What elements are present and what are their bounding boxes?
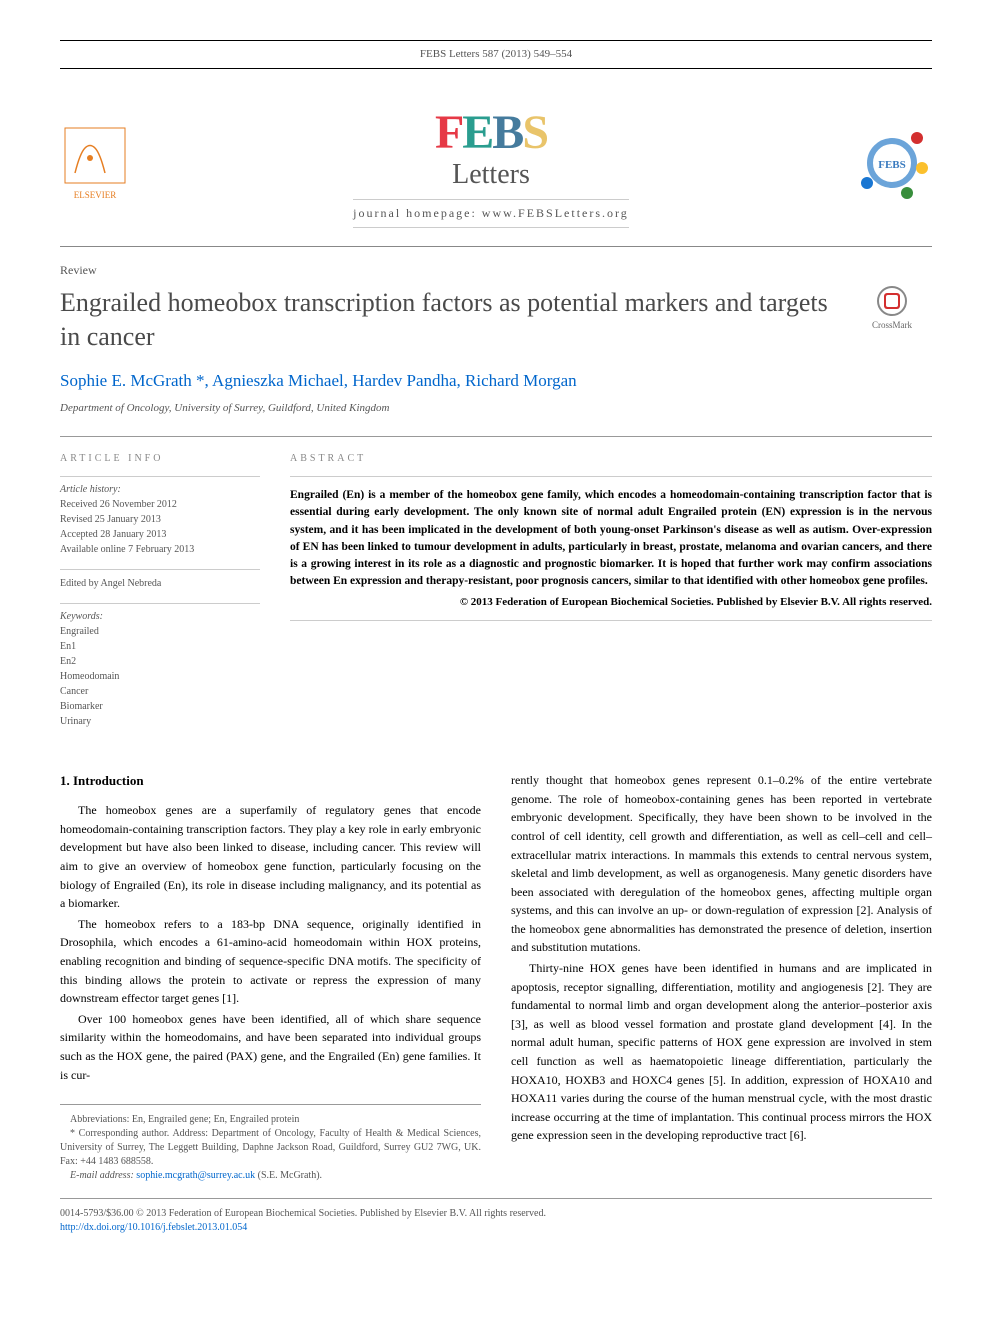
- abstract-text: Engrailed (En) is a member of the homeob…: [290, 476, 932, 621]
- citation-header: FEBS Letters 587 (2013) 549–554: [60, 40, 932, 69]
- footer-bar: 0014-5793/$36.00 © 2013 Federation of Eu…: [60, 1198, 932, 1235]
- history-received: Received 26 November 2012: [60, 497, 260, 512]
- abstract-body: Engrailed (En) is a member of the homeob…: [290, 489, 932, 587]
- affiliation: Department of Oncology, University of Su…: [60, 401, 932, 416]
- corresponding-footnote: * Corresponding author. Address: Departm…: [60, 1127, 481, 1169]
- article-info-block: ARTICLE INFO Article history: Received 2…: [60, 452, 260, 741]
- journal-script: Letters: [353, 155, 629, 194]
- history-label: Article history:: [60, 483, 260, 497]
- keyword: Engrailed: [60, 624, 260, 639]
- journal-logo-block: FEBS Letters journal homepage: www.FEBSL…: [353, 99, 629, 227]
- article-title: Engrailed homeobox transcription factors…: [60, 286, 832, 354]
- logo-letter-f: F: [435, 106, 462, 159]
- logos-row: ELSEVIER FEBS Letters journal homepage: …: [60, 89, 932, 237]
- febs-society-logo[interactable]: FEBS: [852, 123, 932, 203]
- crossmark-icon: [877, 286, 907, 316]
- abstract-block: ABSTRACT Engrailed (En) is a member of t…: [290, 452, 932, 741]
- email-label: E-mail address:: [70, 1170, 134, 1181]
- info-heading: ARTICLE INFO: [60, 452, 260, 466]
- body-para: Over 100 homeobox genes have been identi…: [60, 1010, 481, 1084]
- logo-letter-b: B: [492, 106, 522, 159]
- body-column-right: rently thought that homeobox genes repre…: [511, 771, 932, 1183]
- crossmark-label: CrossMark: [872, 320, 912, 330]
- body-columns: 1. Introduction The homeobox genes are a…: [60, 771, 932, 1183]
- keyword: Urinary: [60, 714, 260, 729]
- logo-letter-s: S: [522, 106, 547, 159]
- svg-text:ELSEVIER: ELSEVIER: [74, 190, 117, 200]
- history-online: Available online 7 February 2013: [60, 542, 260, 557]
- keyword: Biomarker: [60, 699, 260, 714]
- email-suffix: (S.E. McGrath).: [258, 1170, 322, 1181]
- abstract-heading: ABSTRACT: [290, 452, 932, 466]
- body-para: rently thought that homeobox genes repre…: [511, 771, 932, 957]
- keyword: Homeodomain: [60, 669, 260, 684]
- footnotes-block: Abbreviations: En, Engrailed gene; En, E…: [60, 1104, 481, 1183]
- authors-line: Sophie E. McGrath *, Agnieszka Michael, …: [60, 369, 932, 393]
- body-para: The homeobox genes are a superfamily of …: [60, 801, 481, 913]
- history-revised: Revised 25 January 2013: [60, 512, 260, 527]
- section-heading: 1. Introduction: [60, 771, 481, 791]
- article-type: Review: [60, 262, 932, 279]
- logo-letter-e: E: [462, 106, 492, 159]
- abstract-copyright: © 2013 Federation of European Biochemica…: [290, 594, 932, 611]
- crossmark-badge[interactable]: CrossMark: [852, 286, 932, 332]
- history-accepted: Accepted 28 January 2013: [60, 527, 260, 542]
- body-para: Thirty-nine HOX genes have been identifi…: [511, 959, 932, 1145]
- issn-copyright: 0014-5793/$36.00 © 2013 Federation of Eu…: [60, 1207, 932, 1221]
- email-link[interactable]: sophie.mcgrath@surrey.ac.uk: [136, 1170, 255, 1181]
- journal-homepage[interactable]: journal homepage: www.FEBSLetters.org: [353, 199, 629, 228]
- keyword: En2: [60, 654, 260, 669]
- body-para: The homeobox refers to a 183-bp DNA sequ…: [60, 915, 481, 1008]
- keyword: En1: [60, 639, 260, 654]
- svg-text:FEBS: FEBS: [878, 159, 906, 171]
- elsevier-logo[interactable]: ELSEVIER: [60, 123, 130, 203]
- divider: [60, 246, 932, 247]
- author-link[interactable]: Sophie E. McGrath *, Agnieszka Michael, …: [60, 371, 577, 390]
- email-footnote: E-mail address: sophie.mcgrath@surrey.ac…: [60, 1169, 481, 1183]
- doi-link[interactable]: http://dx.doi.org/10.1016/j.febslet.2013…: [60, 1222, 247, 1233]
- body-column-left: 1. Introduction The homeobox genes are a…: [60, 771, 481, 1183]
- keyword: Cancer: [60, 684, 260, 699]
- abbreviations-footnote: Abbreviations: En, Engrailed gene; En, E…: [60, 1113, 481, 1127]
- keywords-label: Keywords:: [60, 610, 260, 624]
- citation-text: FEBS Letters 587 (2013) 549–554: [420, 48, 572, 60]
- editor-line: Edited by Angel Nebreda: [60, 576, 260, 591]
